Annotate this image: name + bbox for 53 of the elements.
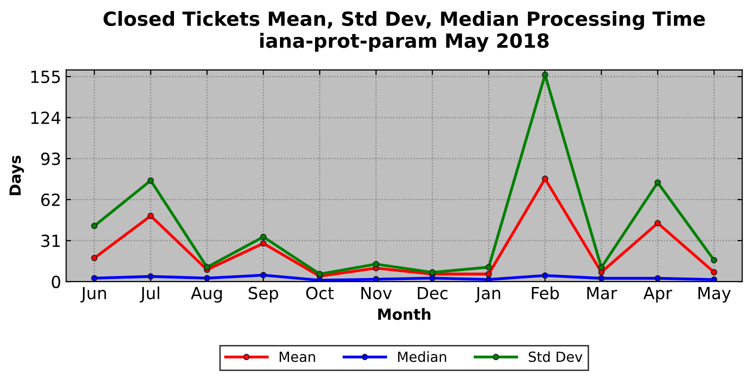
- y-axis-title: Days: [10, 156, 24, 196]
- x-tick-label: Nov: [361, 286, 392, 300]
- x-tick-label: Dec: [418, 286, 448, 300]
- point: [372, 260, 380, 268]
- x-tick-label: Jan: [475, 286, 500, 302]
- point: [429, 274, 436, 282]
- y-tick-label: 0: [52, 276, 60, 288]
- y-tick-label: 93: [41, 152, 60, 166]
- legend-label: Std Dev: [528, 351, 582, 362]
- point: [204, 264, 210, 270]
- point: [486, 264, 492, 270]
- point: [316, 270, 323, 278]
- x-tick-label: Apr: [643, 286, 672, 303]
- point: [91, 222, 98, 230]
- x-tick-label: Jun: [80, 286, 106, 302]
- x-axis-title: Month: [378, 308, 430, 320]
- x-tick-label: Aug: [190, 286, 222, 303]
- x-tick-label: Jul: [140, 286, 160, 302]
- point: [542, 176, 548, 182]
- legend-label: Median: [398, 351, 446, 362]
- x-tick-label: May: [698, 286, 731, 303]
- x-tick-label: Oct: [306, 286, 334, 300]
- y-tick-label: 31: [41, 234, 60, 248]
- point: [710, 276, 718, 282]
- point: [91, 274, 98, 282]
- point: [654, 275, 661, 282]
- point: [147, 273, 154, 280]
- chart-title: Closed Tickets Mean, Std Dev, Median Processing Time iana-prot-param May 2018: [104, 11, 705, 52]
- point: [710, 256, 718, 264]
- point: [542, 72, 548, 78]
- point: [91, 254, 98, 262]
- point: [710, 269, 718, 276]
- point: [316, 277, 323, 282]
- point: [542, 272, 548, 279]
- point: [260, 234, 267, 240]
- point: [260, 240, 267, 247]
- legend-label: Mean: [280, 352, 316, 362]
- point: [486, 270, 492, 278]
- point: [147, 177, 154, 184]
- point: [204, 274, 210, 282]
- point: [260, 272, 267, 278]
- point: [147, 212, 154, 220]
- x-tick-label: Feb: [532, 286, 559, 300]
- point: [598, 275, 605, 282]
- y-tick-label: 124: [31, 112, 60, 124]
- x-tick-label: Sep: [248, 286, 278, 303]
- point: [372, 276, 380, 282]
- y-tick-label: 155: [31, 70, 60, 84]
- point: [598, 264, 605, 271]
- point: [654, 220, 661, 226]
- x-tick-label: Mar: [587, 286, 618, 300]
- point: [654, 179, 661, 186]
- y-tick-label: 62: [41, 194, 60, 206]
